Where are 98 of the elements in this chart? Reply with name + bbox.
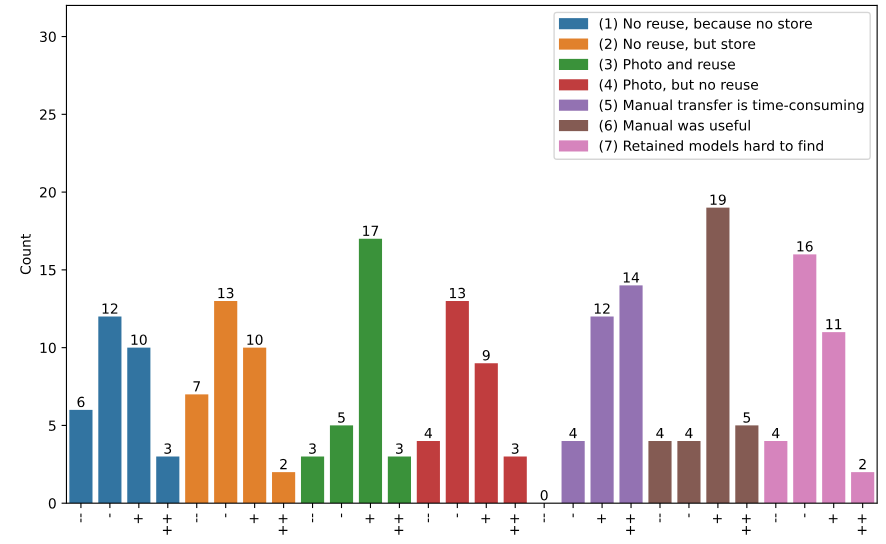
legend-label: (5) Manual transfer is time-consuming [600, 99, 864, 113]
data-label: 13 [218, 288, 234, 298]
x-tick-label: ++ [858, 514, 866, 535]
x-tick-label: -- [428, 514, 429, 522]
data-label: 6 [77, 396, 84, 408]
bar [98, 316, 122, 504]
x-tick-label: + [828, 514, 838, 524]
data-label: 4 [772, 428, 780, 438]
x-tick-label: - [340, 514, 342, 518]
data-label: 3 [309, 443, 316, 454]
x-tick-label: ++ [510, 514, 520, 535]
data-label: 4 [685, 428, 693, 438]
x-tick-label: -- [775, 514, 776, 522]
bar [185, 394, 208, 504]
data-label: 14 [624, 272, 640, 283]
data-label: 3 [164, 443, 172, 454]
x-tick-label: ++ [394, 514, 404, 535]
data-label: 19 [710, 194, 726, 205]
bar [504, 456, 527, 504]
bar [416, 440, 440, 504]
bar [300, 456, 324, 504]
x-tick-label: ++ [626, 514, 635, 535]
bar [330, 425, 354, 504]
data-label: 0 [540, 490, 548, 501]
bar [156, 456, 180, 504]
x-tick-label: -- [312, 514, 314, 522]
data-label: 2 [859, 458, 866, 470]
bar [851, 472, 874, 504]
x-tick-label: + [366, 514, 374, 524]
bar [822, 332, 846, 504]
bar [358, 238, 382, 504]
x-tick-label: - [225, 514, 226, 518]
legend-label: (3) Photo and reuse [600, 58, 735, 72]
y-tick-label: 25 [40, 109, 56, 120]
y-tick-label: 5 [48, 420, 56, 431]
x-tick-label: + [250, 514, 258, 524]
data-label: 3 [512, 443, 519, 454]
data-label: 9 [482, 350, 490, 361]
x-tick-label: -- [544, 514, 545, 522]
data-label: 11 [826, 319, 842, 330]
data-label: 10 [132, 334, 147, 345]
legend-label: (4) Photo, but no reuse [600, 79, 758, 92]
y-tick-label: 20 [40, 187, 56, 198]
x-tick-label: - [109, 514, 110, 518]
bar [764, 440, 788, 504]
bar [793, 254, 816, 504]
bar [677, 440, 701, 504]
y-tick-label: 0 [48, 498, 56, 509]
legend-label: (2) No reuse, but store [600, 38, 756, 51]
x-tick-label: + [597, 514, 606, 524]
data-label: 3 [396, 443, 403, 454]
data-label: 4 [656, 428, 664, 438]
bar [706, 208, 730, 504]
data-label: 13 [450, 288, 466, 298]
x-tick-label: + [481, 514, 490, 524]
data-label: 16 [797, 241, 813, 252]
x-tick-label: ++ [162, 514, 172, 535]
x-tick-label: + [134, 514, 143, 524]
legend-label: (1) No reuse, because no store [600, 18, 812, 30]
x-tick-label: - [456, 514, 458, 518]
data-label: 5 [744, 412, 750, 423]
x-tick-label: - [804, 514, 806, 518]
legend-label: (6) Manual was useful [600, 120, 750, 132]
x-tick-label: ++ [742, 514, 751, 535]
data-label: 17 [363, 226, 378, 236]
bar [69, 410, 93, 504]
x-tick-label: -- [196, 514, 198, 522]
data-label: 12 [594, 303, 610, 314]
bar [562, 440, 585, 504]
bar [735, 425, 758, 504]
bar [619, 285, 643, 504]
bar [590, 316, 614, 504]
legend-label: (7) Retained models hard to find [600, 140, 823, 153]
x-tick-label: -- [659, 514, 661, 522]
data-label: 4 [569, 428, 577, 438]
y-tick-label: 10 [40, 342, 56, 354]
y-axis-title: Count [20, 234, 31, 274]
data-label: 2 [280, 458, 287, 470]
y-tick-label: 15 [40, 265, 56, 276]
bar [474, 363, 498, 504]
x-tick-label: - [688, 514, 690, 518]
bar [648, 440, 672, 504]
data-label: 4 [424, 428, 432, 438]
data-label: 10 [247, 334, 263, 345]
bar [214, 300, 238, 504]
bar [243, 348, 266, 504]
bar [388, 456, 411, 504]
x-tick-label: -- [80, 514, 82, 522]
data-label: 5 [338, 412, 345, 423]
bar [127, 348, 150, 504]
x-tick-label: + [713, 514, 722, 524]
bar [272, 472, 296, 504]
x-tick-label: - [572, 514, 574, 518]
bar [446, 300, 469, 504]
y-tick-label: 30 [40, 32, 56, 42]
data-label: 12 [102, 303, 118, 314]
data-label: 7 [193, 381, 200, 392]
x-tick-label: ++ [278, 514, 288, 535]
